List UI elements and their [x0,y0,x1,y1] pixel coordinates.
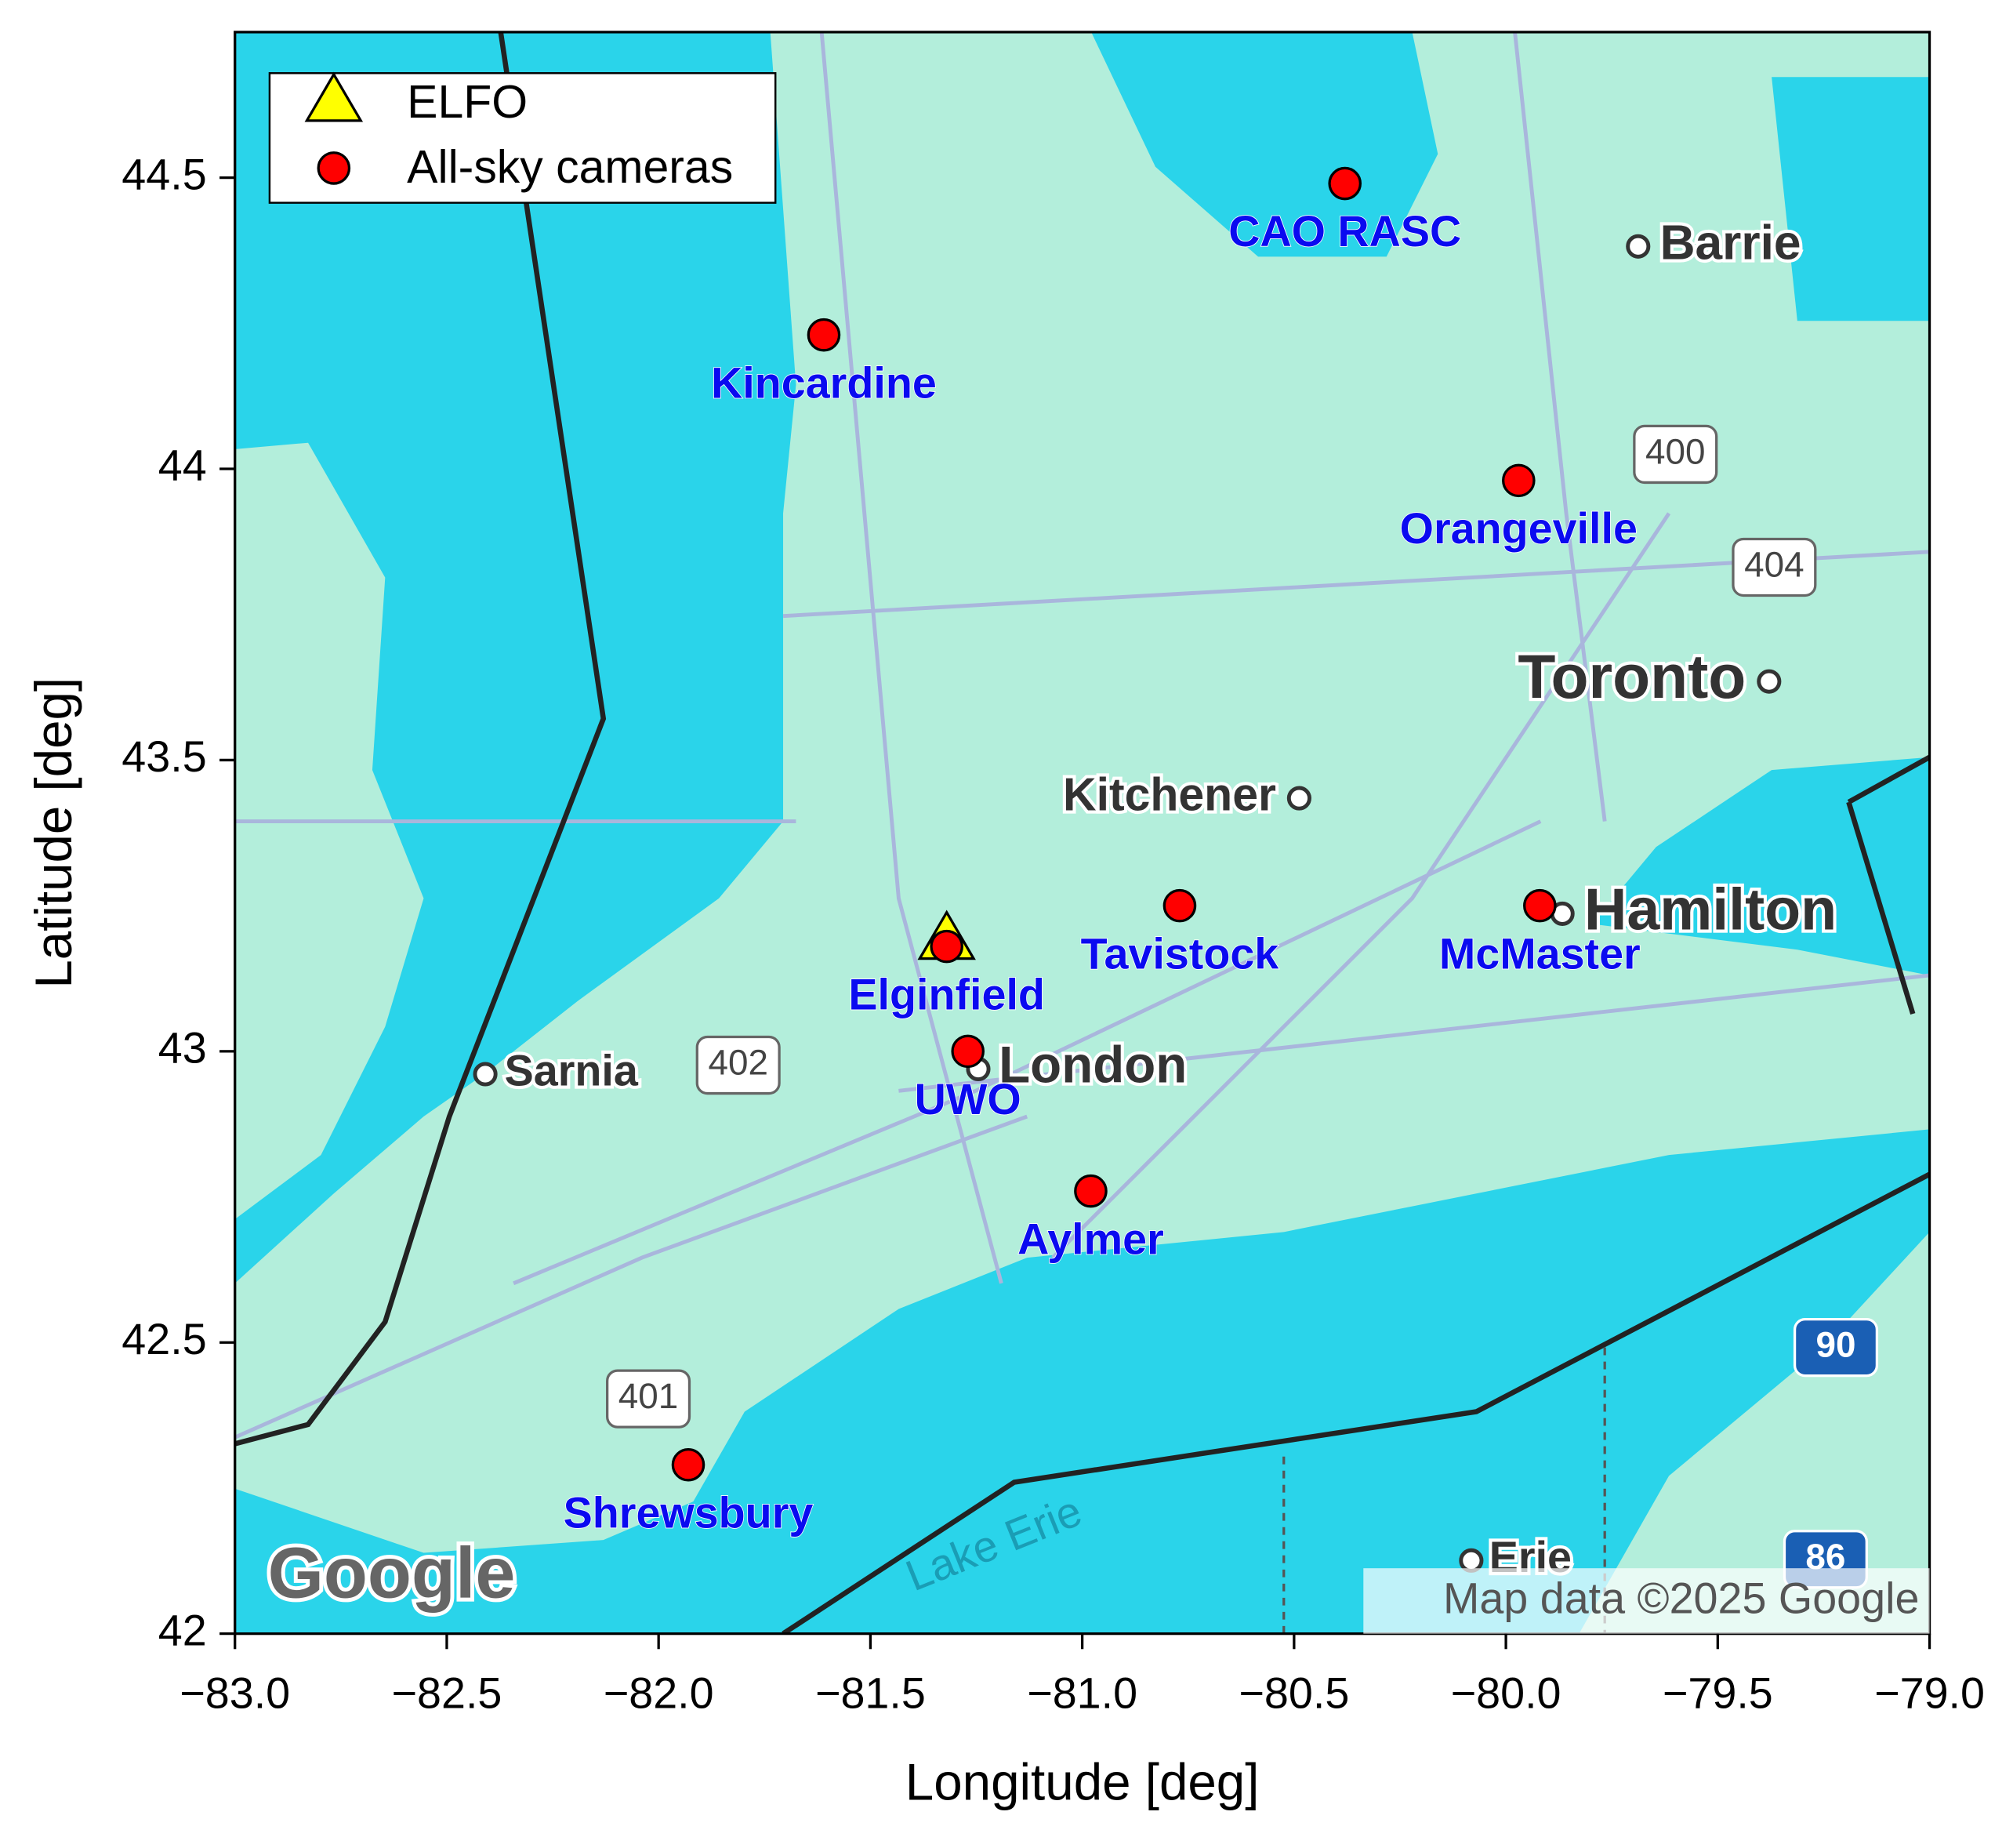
lake-simcoe [1772,77,1930,321]
city-dot [1459,1548,1484,1573]
legend [268,72,777,204]
y-tick-label: 44.5 [122,150,206,198]
marker-circle [1523,888,1557,923]
highway-shield [695,1035,781,1095]
highway-shield [1793,1317,1879,1378]
x-tick-label: −80.0 [1451,1669,1561,1718]
x-tick-label: −79.5 [1663,1669,1773,1718]
city-dot [1757,669,1782,694]
roads [234,31,1930,1440]
x-axis-label: Longitude [deg] [905,1754,1260,1811]
city-label: Hamilton [1584,876,1837,942]
city-dot [1286,786,1311,811]
marker-circle [671,1447,705,1482]
point-label: Aylmer [1017,1214,1164,1263]
point-label: McMaster [1439,929,1641,978]
attribution-bg [1363,1568,1930,1634]
point-label: Kincardine [711,358,937,407]
y-tick-label: 43.5 [122,732,206,781]
highway-number: 402 [708,1043,767,1083]
marker-circle [951,1034,985,1069]
map [234,31,1930,1634]
point-label: Shrewsbury [564,1488,814,1537]
highway-shield [1633,424,1718,485]
legend-label: All-sky cameras [407,142,733,193]
x-tick-label: −79.0 [1874,1669,1985,1718]
city-label: Barrie [1660,216,1801,270]
highway-number: 400 [1645,432,1705,472]
x-tick-label: −81.0 [1027,1669,1137,1718]
y-axis-label: Latitude [deg] [25,677,82,989]
y-tick-label: 42.5 [122,1315,206,1363]
y-tick-label: 42 [158,1606,207,1654]
legend-marker [304,71,364,122]
marker-circle [930,929,963,964]
legend-label: ELFO [407,77,528,128]
city-dot [1626,234,1651,259]
marker-circle [1162,888,1197,923]
highway-number: 401 [618,1376,678,1416]
city-label: London [999,1037,1187,1094]
city-label: Kitchener [1063,770,1276,821]
x-tick-label: −83.0 [180,1669,290,1718]
x-tick-label: −81.5 [815,1669,926,1718]
x-tick-label: −82.0 [604,1669,714,1718]
borders [234,31,1930,1634]
marker-circle [807,318,841,352]
highway-shield [1732,537,1817,597]
y-tick-label: 44 [158,441,207,490]
state-borders [1282,1347,1606,1634]
y-tick-label: 43 [158,1024,207,1073]
michigan-land [234,442,424,1219]
point-label: Orangeville [1400,504,1638,553]
point-label: Tavistock [1081,929,1279,978]
highway-shield [606,1369,691,1429]
georgian-bay [1091,31,1438,257]
city-label: Toronto [1518,642,1746,711]
attribution: Map data ©2025 Google [1443,1574,1919,1622]
marker-circle [1328,166,1362,201]
x-tick-label: −80.5 [1239,1669,1349,1718]
point-label: UWO [915,1075,1021,1124]
point-label: Elginfield [848,970,1045,1018]
city-dot [473,1062,498,1087]
highway-number: 404 [1744,545,1804,585]
point-label: CAO RASC [1228,207,1461,256]
legend-marker [317,151,351,185]
marker-circle [1074,1174,1108,1208]
x-tick-label: −82.5 [392,1669,502,1718]
land [234,31,1930,1553]
city-label: Sarnia [505,1047,639,1095]
highway-number: 90 [1815,1325,1855,1365]
map-logo: Google [268,1534,516,1614]
marker-circle [1502,463,1536,498]
